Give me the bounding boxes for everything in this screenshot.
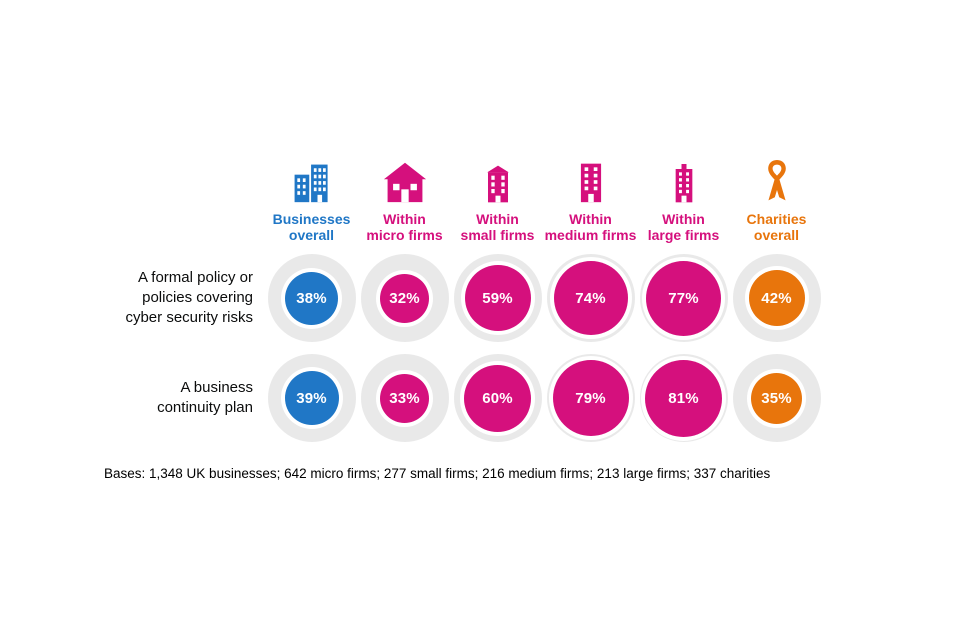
chart-cell: 33% bbox=[358, 348, 451, 448]
value-label: 74% bbox=[575, 289, 606, 307]
value-circle: 33% bbox=[380, 373, 429, 423]
value-label: 81% bbox=[668, 389, 699, 407]
column-label: Businesses overall bbox=[272, 210, 351, 244]
column-label: Within small firms bbox=[460, 210, 535, 244]
chart-cell: 38% bbox=[265, 248, 358, 348]
background-disc: 79% bbox=[546, 354, 635, 442]
medium-building-icon bbox=[569, 152, 613, 204]
row-label-formal-policy: A formal policy or policies covering cyb… bbox=[125, 269, 253, 326]
house-icon bbox=[383, 152, 427, 204]
value-label: 32% bbox=[389, 289, 420, 307]
office-buildings-icon bbox=[290, 152, 334, 204]
value-label: 79% bbox=[575, 389, 606, 407]
value-label: 77% bbox=[668, 289, 699, 307]
background-disc: 32% bbox=[360, 254, 449, 342]
background-disc: 81% bbox=[639, 354, 728, 442]
background-disc: 35% bbox=[732, 354, 821, 442]
chart-cell: 39% bbox=[265, 348, 358, 448]
background-disc: 59% bbox=[453, 254, 542, 342]
column-label: Within medium firms bbox=[544, 210, 637, 244]
background-disc: 77% bbox=[639, 254, 728, 342]
chart-grid: Businesses overall Within micro firms bbox=[100, 144, 823, 448]
chart-cell: 74% bbox=[544, 248, 637, 348]
value-label: 38% bbox=[296, 289, 327, 307]
value-circle: 42% bbox=[748, 270, 805, 326]
ribbon-icon bbox=[762, 152, 792, 204]
background-disc: 39% bbox=[267, 354, 356, 442]
value-circle: 59% bbox=[464, 265, 531, 331]
column-header-medium-firms: Within medium firms bbox=[544, 144, 637, 248]
chart-cell: 81% bbox=[637, 348, 730, 448]
column-header-micro-firms: Within micro firms bbox=[358, 144, 451, 248]
background-disc: 38% bbox=[267, 254, 356, 342]
column-header-small-firms: Within small firms bbox=[451, 144, 544, 248]
value-circle: 32% bbox=[380, 273, 429, 323]
value-circle: 81% bbox=[645, 359, 722, 437]
chart-cell: 42% bbox=[730, 248, 823, 348]
value-circle: 35% bbox=[751, 372, 802, 424]
chart-cell: 79% bbox=[544, 348, 637, 448]
chart-cell: 60% bbox=[451, 348, 544, 448]
value-circle: 79% bbox=[552, 360, 629, 436]
background-disc: 33% bbox=[360, 354, 449, 442]
value-label: 60% bbox=[482, 389, 513, 407]
value-label: 33% bbox=[389, 389, 420, 407]
chart-cell: 32% bbox=[358, 248, 451, 348]
value-circle: 60% bbox=[464, 364, 531, 432]
proportional-circle-chart: Businesses overall Within micro firms bbox=[100, 144, 823, 448]
value-label: 39% bbox=[296, 389, 327, 407]
column-label: Charities overall bbox=[746, 210, 807, 244]
value-circle: 74% bbox=[553, 261, 628, 335]
value-circle: 38% bbox=[285, 271, 338, 325]
value-label: 59% bbox=[482, 289, 513, 307]
background-disc: 60% bbox=[453, 354, 542, 442]
value-circle: 39% bbox=[284, 371, 339, 425]
background-disc: 42% bbox=[732, 254, 821, 342]
chart-cell: 59% bbox=[451, 248, 544, 348]
row-label-business-continuity: A business continuity plan bbox=[157, 379, 253, 416]
column-label: Within large firms bbox=[647, 210, 720, 244]
chart-cell: 77% bbox=[637, 248, 730, 348]
column-label: Within micro firms bbox=[366, 210, 443, 244]
value-circle: 77% bbox=[646, 260, 721, 336]
chart-cell: 35% bbox=[730, 348, 823, 448]
column-header-businesses-overall: Businesses overall bbox=[265, 144, 358, 248]
background-disc: 74% bbox=[546, 254, 635, 342]
header-spacer bbox=[100, 144, 265, 248]
value-label: 42% bbox=[761, 289, 792, 307]
small-building-icon bbox=[478, 152, 518, 204]
column-header-charities-overall: Charities overall bbox=[730, 144, 823, 248]
bases-footnote: Bases: 1,348 UK businesses; 642 micro fi… bbox=[104, 466, 771, 481]
large-building-icon bbox=[664, 152, 704, 204]
column-header-large-firms: Within large firms bbox=[637, 144, 730, 248]
value-label: 35% bbox=[761, 389, 792, 407]
